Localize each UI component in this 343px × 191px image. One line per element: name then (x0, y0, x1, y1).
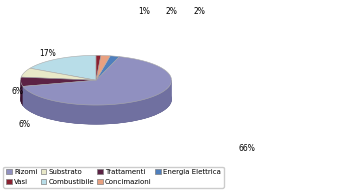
Polygon shape (23, 57, 172, 105)
Text: 66%: 66% (238, 144, 256, 154)
Polygon shape (23, 80, 96, 105)
Polygon shape (23, 80, 172, 124)
Text: 2%: 2% (166, 7, 177, 16)
Ellipse shape (21, 74, 172, 124)
Text: 6%: 6% (11, 87, 23, 96)
Polygon shape (96, 55, 110, 80)
Text: 17%: 17% (40, 49, 56, 58)
Polygon shape (23, 80, 172, 124)
Polygon shape (96, 56, 119, 80)
Polygon shape (30, 55, 96, 80)
Polygon shape (21, 80, 23, 105)
Text: 6%: 6% (18, 120, 30, 129)
Legend: Rizomi, Vasi, Substrato, Combustibile, Trattamenti, Concimazioni, Energia Elettr: Rizomi, Vasi, Substrato, Combustibile, T… (3, 167, 224, 188)
Polygon shape (23, 80, 96, 105)
Polygon shape (21, 80, 23, 105)
Text: 1%: 1% (138, 7, 150, 16)
Text: 2%: 2% (193, 7, 205, 16)
Polygon shape (21, 77, 96, 86)
Polygon shape (96, 55, 101, 80)
Polygon shape (21, 68, 96, 80)
